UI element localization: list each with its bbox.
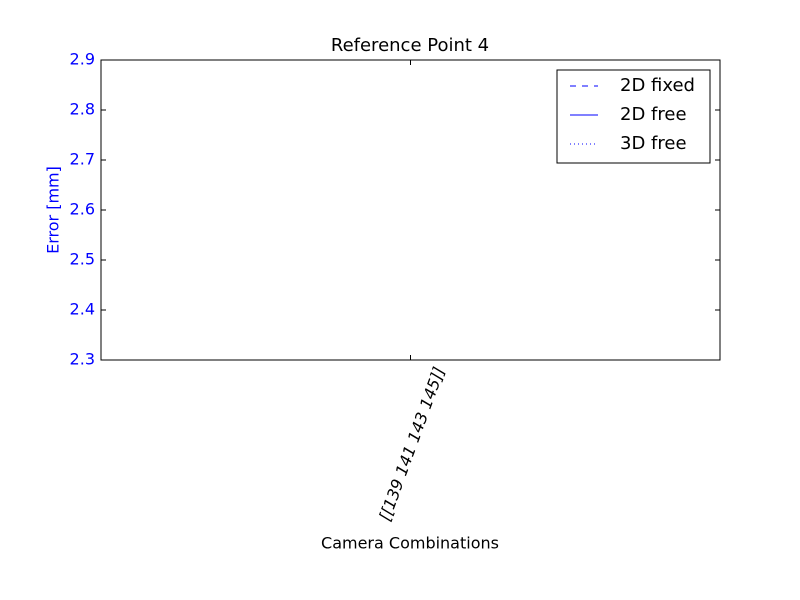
legend-label: 2D free bbox=[620, 104, 687, 125]
y-tick-label: 2.7 bbox=[70, 150, 95, 169]
y-tick-label: 2.3 bbox=[70, 350, 95, 369]
legend-label: 3D free bbox=[620, 133, 687, 154]
y-tick-label: 2.4 bbox=[70, 300, 95, 319]
plot-frame bbox=[100, 59, 721, 361]
y-tick-label: 2.9 bbox=[70, 50, 95, 69]
y-tick-label: 2.6 bbox=[70, 200, 95, 219]
y-tick-label: 2.5 bbox=[70, 250, 95, 269]
y-tick-label: 2.8 bbox=[70, 100, 95, 119]
legend-label: 2D fixed bbox=[620, 75, 695, 96]
y-axis-label: Error [mm] bbox=[44, 166, 63, 254]
chart-title: Reference Point 4 bbox=[331, 35, 489, 56]
x-axis-label: Camera Combinations bbox=[321, 534, 499, 553]
